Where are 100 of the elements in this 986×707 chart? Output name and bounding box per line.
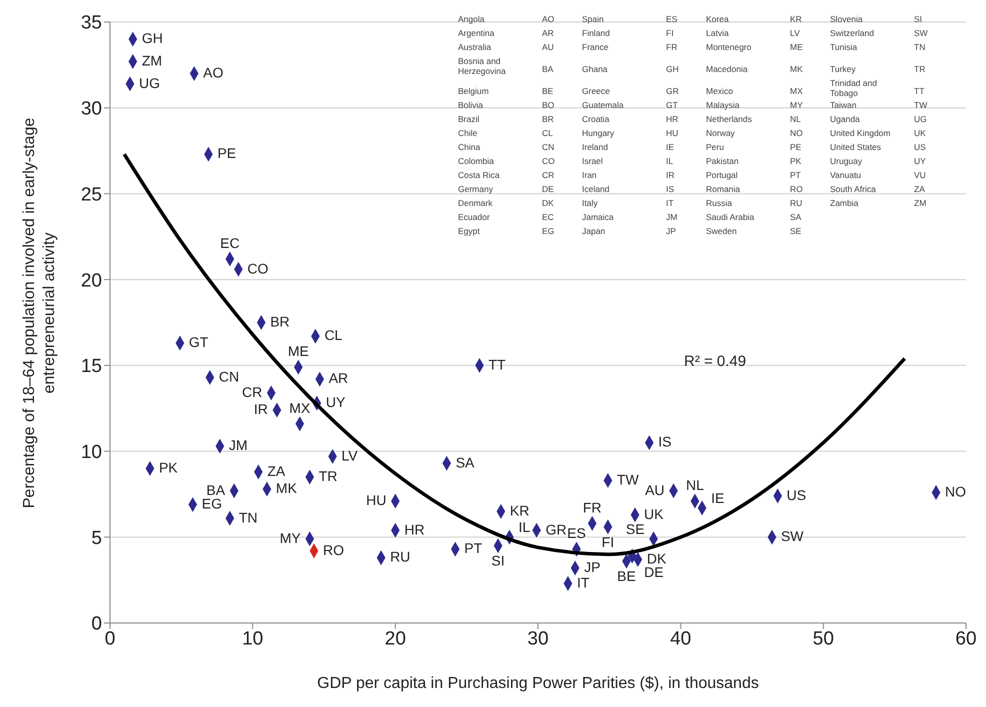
annotation: PK bbox=[158, 459, 178, 476]
annotation: United States bbox=[830, 142, 882, 154]
annotation: FR bbox=[666, 42, 678, 54]
annotation: GT bbox=[666, 100, 679, 112]
annotation: GH bbox=[142, 30, 163, 46]
annotation: Croatia bbox=[582, 114, 610, 126]
annotation: EC bbox=[220, 234, 240, 251]
annotation: Iran bbox=[582, 170, 598, 182]
annotation: DE bbox=[644, 564, 664, 580]
annotation: CL bbox=[542, 128, 554, 140]
annotation: VU bbox=[914, 170, 927, 182]
annotation: CN bbox=[542, 142, 556, 154]
annotation: US bbox=[914, 142, 927, 154]
annotation: Montenegro bbox=[706, 42, 752, 54]
annotation: CN bbox=[218, 368, 240, 384]
annotation: EC bbox=[542, 212, 555, 224]
annotation: SW bbox=[780, 528, 804, 544]
annotation: NL bbox=[790, 114, 802, 126]
annotation: Slovenia bbox=[830, 14, 864, 26]
annotation: MK bbox=[790, 64, 804, 76]
annotation: DK bbox=[542, 198, 555, 210]
y-tick-label: 0 bbox=[91, 614, 102, 635]
annotation: Switzerland bbox=[830, 28, 875, 40]
annotation: SA bbox=[790, 212, 802, 224]
y-tick-label: 10 bbox=[80, 442, 102, 464]
annotation: Angola bbox=[458, 14, 486, 26]
annotation: BE bbox=[617, 568, 636, 584]
annotation: ES bbox=[666, 14, 678, 26]
annotation: R² = 0.49 bbox=[684, 353, 746, 370]
x-axis-title: GDP per capita in Purchasing Power Parities ($), in thousands bbox=[316, 675, 760, 693]
annotation: ME bbox=[288, 343, 309, 360]
annotation: Korea bbox=[706, 14, 730, 26]
annotation: TR bbox=[914, 64, 926, 76]
annotation: Japan bbox=[582, 226, 606, 238]
annotation: SI bbox=[491, 552, 505, 569]
y-tick-label: 30 bbox=[80, 98, 102, 120]
annotation: Pakistan bbox=[706, 156, 740, 168]
annotation: MY bbox=[280, 530, 302, 546]
annotation: CO bbox=[247, 260, 269, 276]
annotation: Saudi Arabia bbox=[706, 212, 756, 224]
annotation: ZM bbox=[142, 52, 162, 68]
y-tick-label: 25 bbox=[80, 184, 102, 206]
annotation: IR bbox=[666, 170, 676, 182]
annotation: AO bbox=[542, 14, 556, 26]
annotation: IS bbox=[666, 184, 676, 196]
annotation: SE bbox=[626, 520, 645, 537]
annotation: Brazil bbox=[458, 114, 480, 126]
annotation: Germany bbox=[458, 184, 494, 196]
annotation: MX bbox=[289, 400, 311, 416]
x-tick-label: 60 bbox=[955, 628, 977, 650]
annotation: HU bbox=[666, 128, 680, 140]
annotation: ES bbox=[567, 525, 586, 542]
y-tick-label: 35 bbox=[80, 12, 102, 34]
annotation: CL bbox=[324, 327, 343, 344]
annotation: AU bbox=[542, 42, 555, 54]
annotation: PE bbox=[217, 145, 236, 162]
y-tick-label: 20 bbox=[80, 270, 102, 292]
annotation: SW bbox=[914, 28, 929, 40]
annotation: RO bbox=[790, 184, 804, 196]
y-axis-title: Percentage of 18–64 population involved in early-stage entrepreneurial activity bbox=[20, 116, 59, 510]
annotation: Macedonia bbox=[706, 64, 749, 76]
annotation: ME bbox=[790, 42, 804, 54]
annotation: Latvia bbox=[706, 28, 730, 40]
annotation: Tunisia bbox=[830, 42, 858, 54]
annotation: Uganda bbox=[830, 114, 861, 126]
annotation: Trinidad and Tobago bbox=[830, 78, 878, 98]
annotation: EG bbox=[542, 226, 556, 238]
annotation: Jamaica bbox=[582, 212, 615, 224]
annotation: UK bbox=[644, 506, 664, 522]
annotation: LV bbox=[342, 447, 358, 464]
annotation: IT bbox=[666, 198, 675, 210]
annotation: MX bbox=[790, 86, 804, 98]
annotation: BE bbox=[542, 86, 554, 98]
annotation: RU bbox=[790, 198, 804, 210]
annotation: Taiwan bbox=[830, 100, 858, 112]
annotation: Zambia bbox=[830, 198, 860, 210]
annotation: UY bbox=[326, 394, 346, 410]
x-tick-label: 40 bbox=[670, 628, 692, 650]
annotation: ZM bbox=[914, 198, 928, 210]
annotation: Colombia bbox=[458, 156, 495, 168]
annotation: US bbox=[786, 486, 806, 503]
annotation: TT bbox=[488, 356, 506, 372]
annotation: PT bbox=[464, 540, 483, 556]
annotation: TN bbox=[914, 42, 926, 54]
x-tick-label: 0 bbox=[104, 628, 116, 650]
annotation: MY bbox=[790, 100, 804, 112]
annotation: Chile bbox=[458, 128, 478, 140]
annotation: Ecuador bbox=[458, 212, 491, 224]
annotation: IL bbox=[666, 156, 674, 168]
annotation: South Africa bbox=[830, 184, 877, 196]
x-tick-label: 10 bbox=[242, 628, 264, 650]
annotation: Italy bbox=[582, 198, 599, 210]
annotation: MK bbox=[276, 480, 298, 496]
annotation: UG bbox=[138, 74, 160, 91]
annotation: United Kingdom bbox=[830, 128, 892, 140]
annotation: AR bbox=[542, 28, 555, 40]
annotation: BA bbox=[542, 64, 554, 76]
annotation: RO bbox=[323, 542, 344, 558]
annotation: CO bbox=[542, 156, 556, 168]
annotation: TW bbox=[914, 100, 928, 112]
